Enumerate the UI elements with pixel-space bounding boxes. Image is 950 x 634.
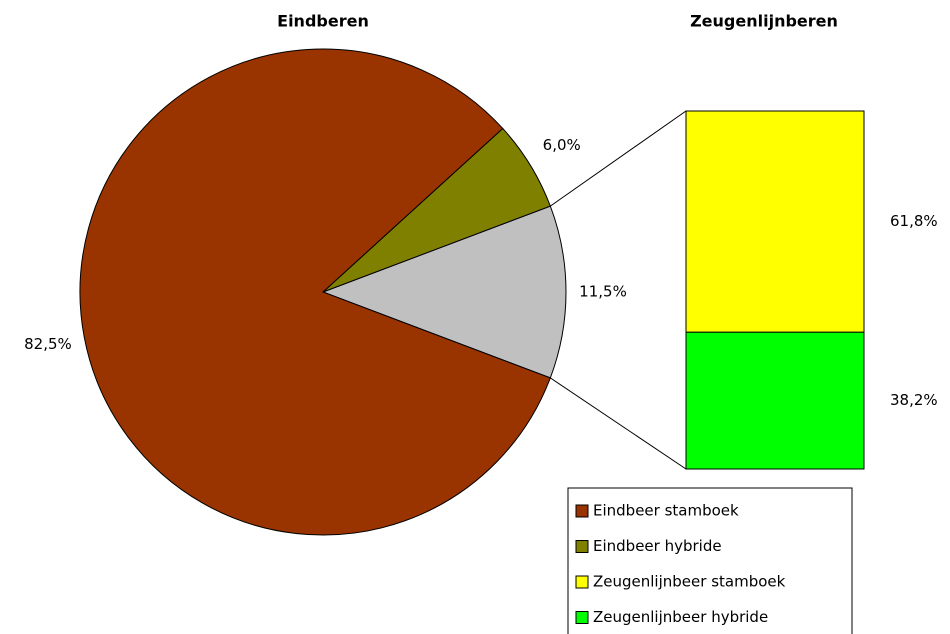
pie-slice — [321, 205, 567, 379]
legend-swatch — [575, 611, 589, 624]
data-label: 38,2% — [890, 391, 938, 409]
bar-segment — [685, 110, 865, 333]
pie-slice — [79, 48, 551, 536]
data-label: 6,0% — [543, 136, 581, 154]
legend-label: Zeugenlijnbeer hybride — [593, 608, 768, 626]
bar-segment — [685, 331, 865, 470]
data-label: 61,8% — [890, 212, 938, 230]
pie-title: Eindberen — [277, 12, 369, 31]
data-label: 11,5% — [579, 283, 627, 301]
legend-label: Eindbeer hybride — [593, 537, 722, 555]
legend-swatch — [575, 575, 589, 589]
bar-title: Zeugenlijnberen — [690, 12, 838, 31]
legend-swatch — [575, 540, 589, 553]
data-label: 82,5% — [24, 335, 72, 353]
legend-box — [567, 487, 853, 634]
legend-label: Zeugenlijnbeer stamboek — [593, 573, 786, 591]
connector-line — [550, 110, 687, 207]
legend-label: Eindbeer stamboek — [593, 502, 739, 520]
connector-line — [550, 377, 687, 470]
legend-swatch — [575, 504, 589, 518]
